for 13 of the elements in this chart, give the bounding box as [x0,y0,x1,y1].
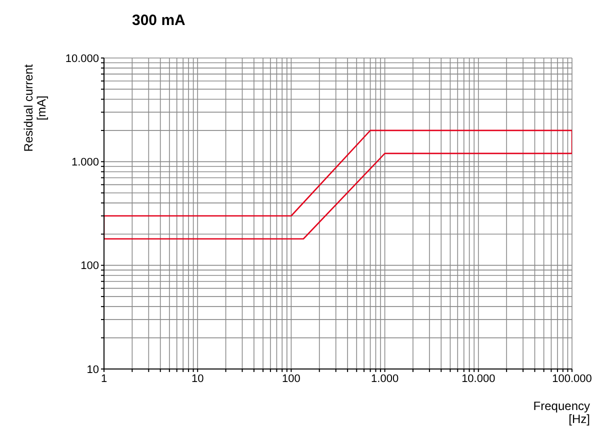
y-tick-label: 1.000 [71,156,99,169]
y-tick-label: 10.000 [65,52,99,65]
y-tick-label: 100 [80,260,99,272]
x-tick-label: 10 [191,372,204,385]
y-tick-label: 10 [86,364,99,376]
chart-title: 300 mA [132,12,186,29]
x-tick-label: 1.000 [371,372,399,385]
y-axis-title: Residual current [mA] [22,64,49,152]
x-tick-label: 1 [100,372,108,385]
x-tick-label: 100.000 [552,372,592,385]
x-axis-title: Frequency [Hz] [533,399,590,426]
x-tick-label: 10.000 [462,372,496,385]
x-tick-label: 100 [282,372,300,385]
